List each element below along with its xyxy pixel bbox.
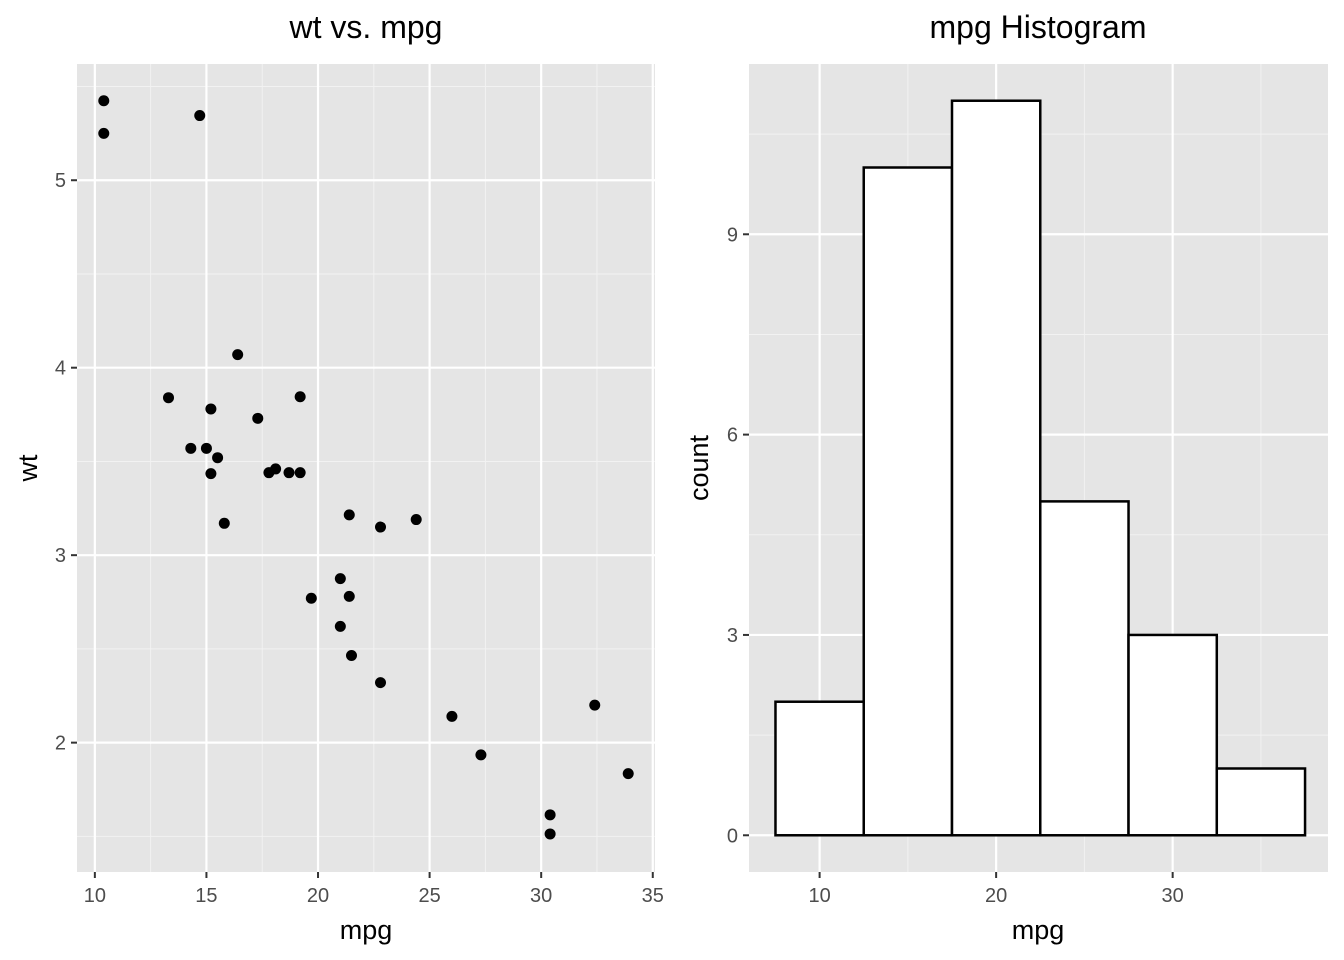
scatter-point	[194, 110, 206, 122]
histogram-x-axis-title: mpg	[1012, 915, 1065, 945]
histogram-plot: 10 20 30 0 3 6 9 mpg Histogram mpg count	[684, 9, 1328, 945]
scatter-point	[446, 710, 458, 722]
histogram-y-axis-title: count	[684, 434, 714, 501]
histogram-y-tick-label: 0	[727, 825, 738, 847]
scatter-point	[305, 592, 317, 604]
scatter-y-tick-label: 3	[55, 545, 66, 567]
scatter-point	[232, 349, 244, 361]
scatter-point	[589, 699, 601, 711]
scatter-point	[375, 677, 387, 689]
scatter-point	[98, 95, 110, 107]
scatter-axes: 10 15 20 25 30 35 2 3 4 5	[55, 170, 664, 907]
histogram-bar	[950, 99, 1042, 837]
histogram-x-tick-label: 30	[1162, 885, 1184, 907]
histogram-bars	[774, 99, 1307, 837]
scatter-point	[205, 468, 217, 480]
scatter-x-tick-label: 30	[530, 885, 552, 907]
scatter-point	[294, 391, 306, 403]
histogram-bar	[1039, 500, 1130, 837]
scatter-x-tick-label: 35	[642, 885, 664, 907]
scatter-title: wt vs. mpg	[289, 9, 443, 45]
scatter-x-tick-label: 20	[307, 885, 329, 907]
scatter-point	[334, 620, 346, 632]
scatter-point	[345, 649, 357, 661]
scatter-x-tick-label: 10	[84, 885, 106, 907]
scatter-point	[218, 517, 230, 529]
scatter-point	[334, 573, 346, 585]
histogram-y-tick-label: 6	[727, 425, 738, 447]
histogram-title: mpg Histogram	[930, 9, 1147, 45]
scatter-y-tick-label: 4	[55, 358, 66, 380]
scatter-point	[263, 467, 275, 479]
scatter-point	[252, 412, 264, 424]
scatter-y-axis-title: wt	[13, 454, 43, 482]
scatter-plot: 10 15 20 25 30 35 2 3 4 5 wt vs. mpg mpg wt	[13, 9, 664, 945]
histogram-y-tick-label: 3	[727, 625, 738, 647]
scatter-point	[475, 749, 487, 761]
histogram-x-tick-label: 20	[985, 885, 1007, 907]
histogram-y-tick-label: 9	[727, 224, 738, 246]
scatter-point	[294, 467, 306, 479]
scatter-point	[375, 521, 387, 533]
scatter-point	[200, 442, 212, 454]
scatter-panel-background	[77, 64, 655, 872]
scatter-y-tick-label: 5	[55, 170, 66, 192]
scatter-point	[343, 590, 355, 602]
histogram-axes: 10 20 30 0 3 6 9	[727, 224, 1184, 907]
scatter-point	[622, 768, 634, 780]
scatter-x-tick-label: 15	[195, 885, 217, 907]
scatter-point	[544, 828, 556, 840]
scatter-point	[212, 452, 224, 464]
scatter-x-axis-title: mpg	[340, 915, 393, 945]
histogram-bar	[1127, 633, 1219, 837]
scatter-point	[544, 809, 556, 821]
scatter-x-tick-label: 25	[418, 885, 440, 907]
histogram-bar	[1215, 767, 1307, 837]
scatter-points	[98, 95, 634, 840]
scatter-point	[185, 442, 197, 454]
scatter-point	[410, 514, 422, 526]
histogram-bar	[862, 166, 954, 837]
scatter-point	[162, 392, 174, 404]
histogram-x-tick-label: 10	[808, 885, 830, 907]
scatter-point	[98, 127, 110, 139]
scatter-y-tick-label: 2	[55, 733, 66, 755]
scatter-point	[205, 403, 217, 415]
histogram-bar	[774, 700, 865, 837]
scatter-point	[283, 467, 295, 479]
scatter-point	[343, 509, 355, 521]
scatter-gridlines	[77, 64, 655, 872]
